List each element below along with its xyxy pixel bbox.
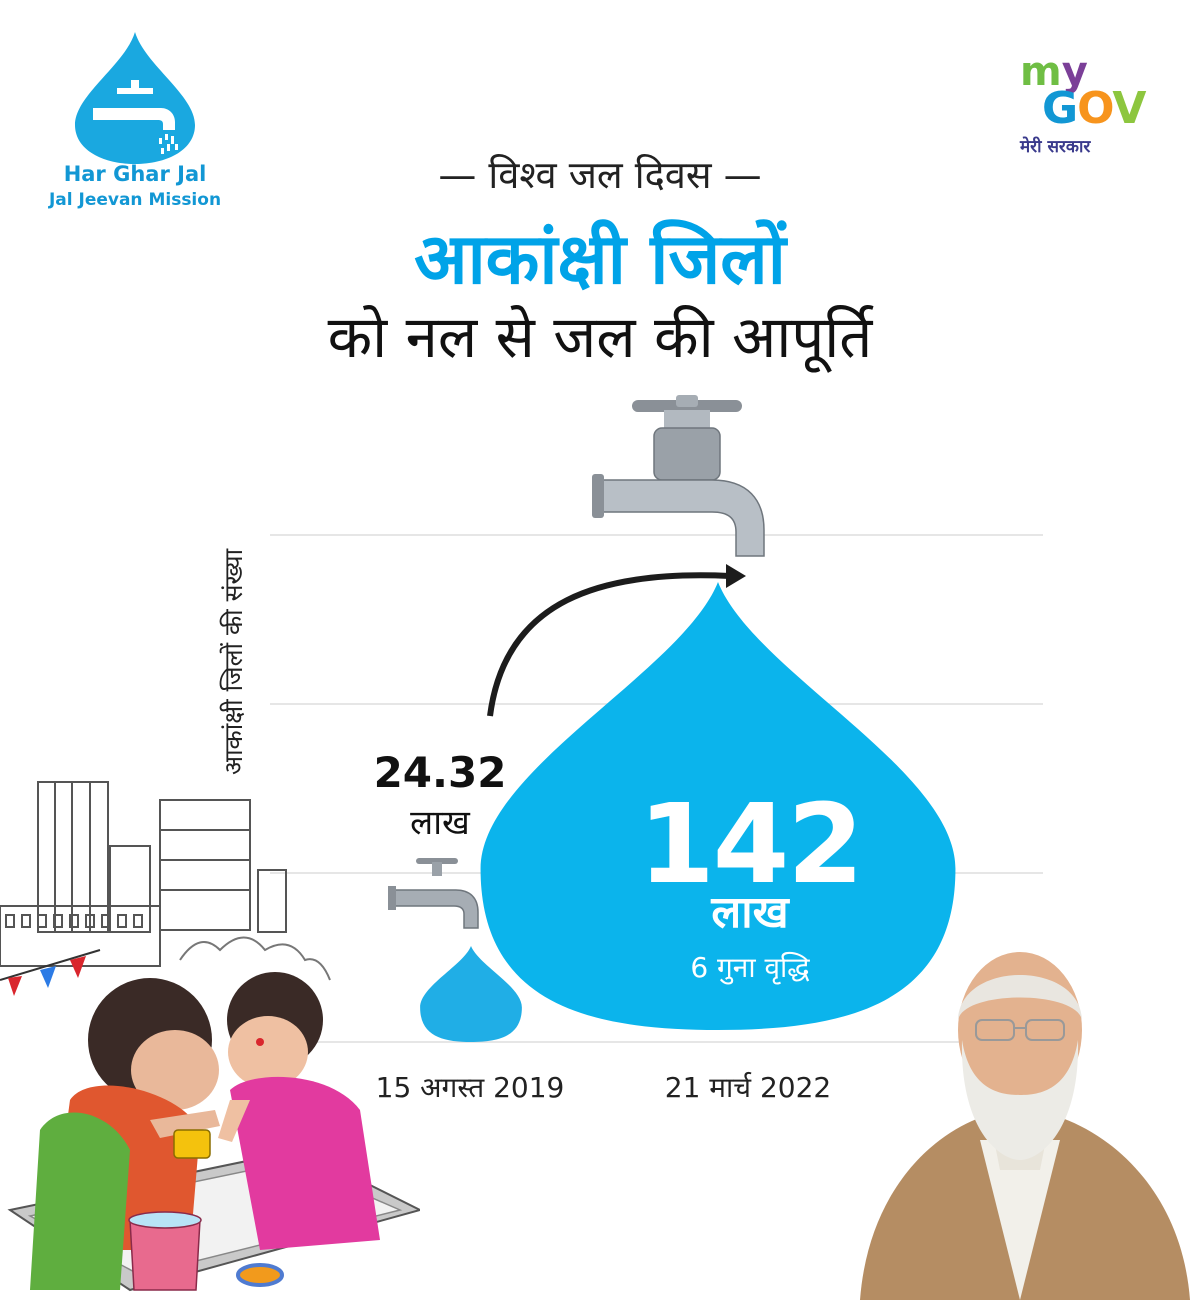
chart [270,395,1043,1043]
page-title: आकांक्षी जिलों [414,218,786,300]
mygov-subtitle: मेरी सरकार [1020,137,1091,157]
bar-2019 [420,946,522,1042]
growth-arrow [487,564,746,717]
mygov-logo: my GOV मेरी सरकार [1012,52,1162,162]
heading-kicker: — विश्व जल दिवस — [438,153,762,197]
data-label-2019-number: 24.32 [373,748,507,797]
logo-line-1: Har Ghar Jal [63,162,207,186]
page-subtitle: को नल से जल की आपूर्ति [327,303,873,371]
growth-note: 6 गुना वृद्धि [690,951,810,984]
data-label-2022-unit: लाख [711,887,789,938]
x-tick-label: 21 मार्च 2022 [664,1071,832,1104]
har-ghar-jal-logo: Har Ghar Jal Jal Jeevan Mission [40,30,230,230]
data-label-2022-number: 142 [638,780,864,908]
portrait-photo [860,952,1190,1300]
y-axis-label: आकांक्षी जिलों की संख्या [219,548,248,775]
x-tick-label: 15 अगस्त 2019 [375,1071,565,1104]
women-washing-illustration [0,781,420,1292]
mygov-my: my [1020,49,1088,95]
mygov-gov: GOV [1042,83,1146,134]
large-tap-icon [592,395,765,557]
data-label-2019-unit: लाख [410,803,470,843]
bar-2022 [480,582,956,1030]
logo-line-2: Jal Jeevan Mission [48,190,222,210]
water-drop-tap-icon [75,32,195,164]
small-tap-icon [388,858,479,929]
